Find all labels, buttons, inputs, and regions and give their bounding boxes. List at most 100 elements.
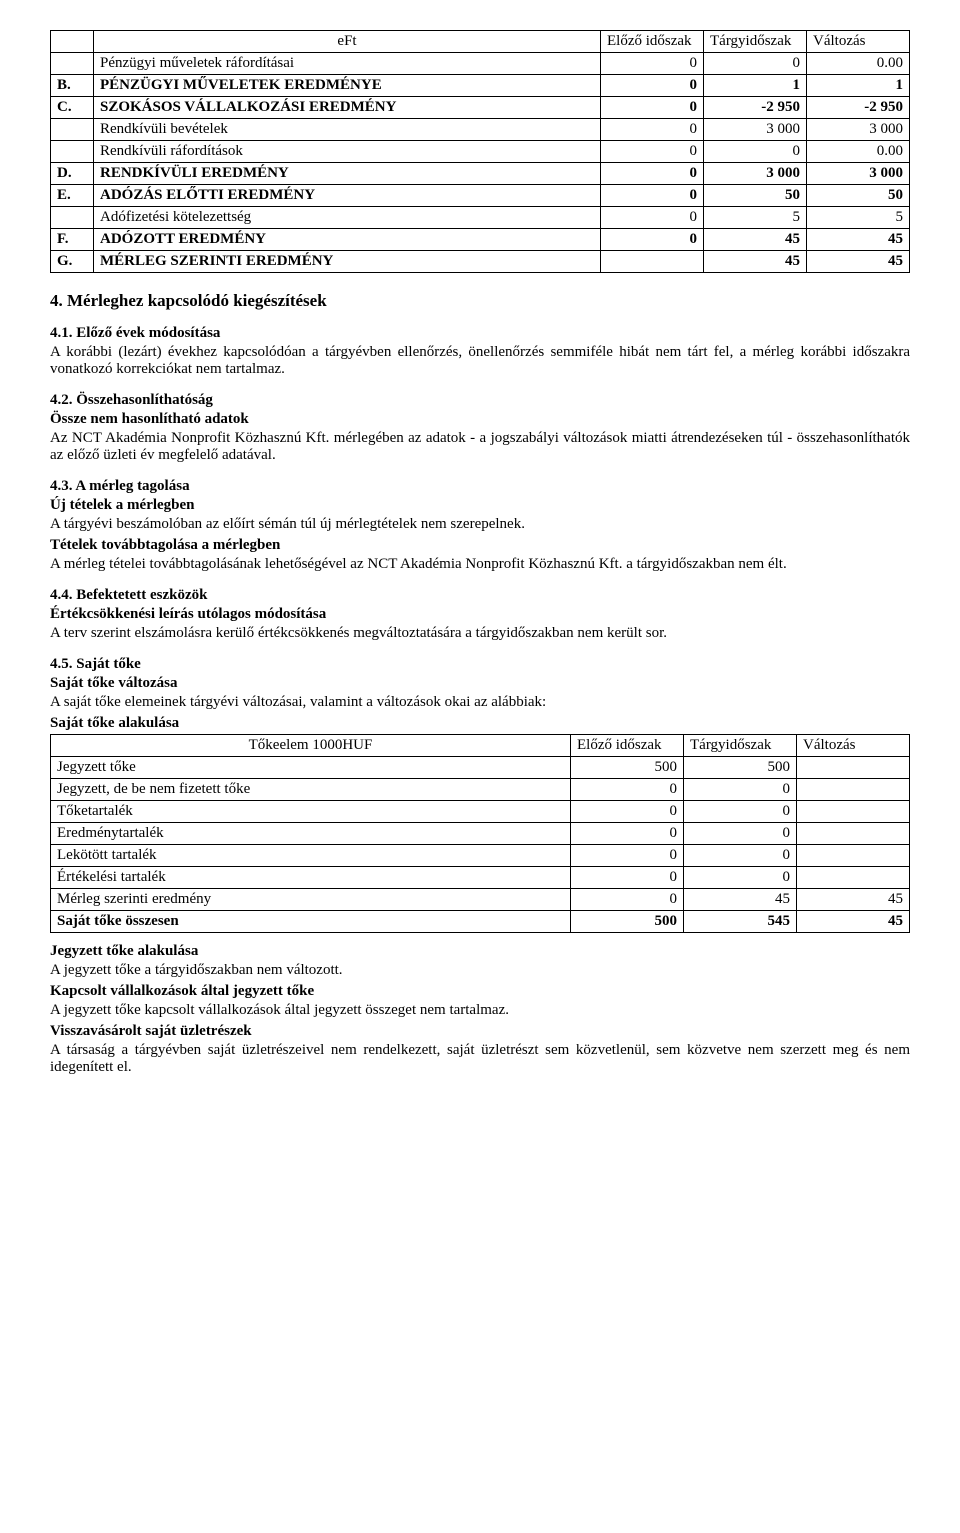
row-change [797, 757, 910, 779]
row-name: Rendkívüli ráfordítások [94, 141, 601, 163]
row-change [797, 845, 910, 867]
row-change: 1 [807, 75, 910, 97]
row-cur: 5 [704, 207, 807, 229]
row-change: 45 [807, 251, 910, 273]
table-row: Rendkívüli ráfordítások000.00 [51, 141, 910, 163]
sec43-sub2: Tételek továbbtagolása a mérlegben [50, 537, 910, 554]
row-prev: 0 [601, 53, 704, 75]
table-row: Tőketartalék00 [51, 801, 910, 823]
th-cur: Tárgyidőszak [684, 735, 797, 757]
row-name: Mérleg szerinti eredmény [51, 889, 571, 911]
table-row: Rendkívüli bevételek03 0003 000 [51, 119, 910, 141]
row-label [51, 119, 94, 141]
footer-t3: A társaság a tárgyévben saját üzletrésze… [50, 1042, 910, 1076]
th-blank [51, 31, 94, 53]
table-row: Jegyzett tőke500500 [51, 757, 910, 779]
table-header-row: eFt Előző időszak Tárgyidőszak Változás [51, 31, 910, 53]
row-prev: 0 [601, 75, 704, 97]
table-row: Mérleg szerinti eredmény04545 [51, 889, 910, 911]
sec45-text1: A saját tőke elemeinek tárgyévi változás… [50, 694, 910, 711]
row-cur: 45 [704, 251, 807, 273]
th-eft: eFt [94, 31, 601, 53]
row-cur: 0 [684, 823, 797, 845]
row-prev: 0 [601, 185, 704, 207]
row-change: 3 000 [807, 119, 910, 141]
row-label: C. [51, 97, 94, 119]
row-cur: 0 [684, 801, 797, 823]
footer-h1: Jegyzett tőke alakulása [50, 943, 910, 960]
row-name: Adófizetési kötelezettség [94, 207, 601, 229]
sec41-title: 4.1. Előző évek módosítása [50, 325, 910, 342]
footer-t1: A jegyzett tőke a tárgyidőszakban nem vá… [50, 962, 910, 979]
row-cur: 1 [704, 75, 807, 97]
row-label: G. [51, 251, 94, 273]
row-change [797, 867, 910, 889]
table-row: Jegyzett, de be nem fizetett tőke00 [51, 779, 910, 801]
th-cur: Tárgyidőszak [704, 31, 807, 53]
row-cur: 3 000 [704, 163, 807, 185]
row-change: 0.00 [807, 141, 910, 163]
table-row: G.MÉRLEG SZERINTI EREDMÉNY4545 [51, 251, 910, 273]
sec41-text: A korábbi (lezárt) évekhez kapcsolódóan … [50, 344, 910, 378]
row-cur: 0 [684, 845, 797, 867]
row-label [51, 207, 94, 229]
footer-t2: A jegyzett tőke kapcsolt vállalkozások á… [50, 1002, 910, 1019]
row-cur: 0 [684, 867, 797, 889]
row-prev: 0 [601, 119, 704, 141]
sec42-title: 4.2. Összehasonlíthatóság [50, 392, 910, 409]
table-row: Értékelési tartalék00 [51, 867, 910, 889]
row-prev: 0 [601, 163, 704, 185]
row-cur: 500 [684, 757, 797, 779]
row-name: Jegyzett, de be nem fizetett tőke [51, 779, 571, 801]
row-change: 45 [797, 889, 910, 911]
footer-h2: Kapcsolt vállalkozások által jegyzett tő… [50, 983, 910, 1000]
sec43-sub1: Új tételek a mérlegben [50, 497, 910, 514]
results-table: eFt Előző időszak Tárgyidőszak Változás … [50, 30, 910, 273]
table-header-row: Tőkeelem 1000HUF Előző időszak Tárgyidős… [51, 735, 910, 757]
row-name: Rendkívüli bevételek [94, 119, 601, 141]
row-name: Lekötött tartalék [51, 845, 571, 867]
row-name: Eredménytartalék [51, 823, 571, 845]
row-cur: 0 [684, 779, 797, 801]
row-cur: 3 000 [704, 119, 807, 141]
row-name: Saját tőke összesen [51, 911, 571, 933]
th-prev: Előző időszak [571, 735, 684, 757]
row-label: E. [51, 185, 94, 207]
sec45-sub1: Saját tőke változása [50, 675, 910, 692]
sec4-title: 4. Mérleghez kapcsolódó kiegészítések [50, 291, 910, 311]
row-name: ADÓZÁS ELŐTTI EREDMÉNY [94, 185, 601, 207]
row-name: PÉNZÜGYI MŰVELETEK EREDMÉNYE [94, 75, 601, 97]
row-prev: 0 [601, 97, 704, 119]
th-change: Változás [797, 735, 910, 757]
table-row: Lekötött tartalék00 [51, 845, 910, 867]
row-cur: 45 [684, 889, 797, 911]
th-prev: Előző időszak [601, 31, 704, 53]
row-cur: 545 [684, 911, 797, 933]
row-label [51, 53, 94, 75]
row-name: Értékelési tartalék [51, 867, 571, 889]
th-element: Tőkeelem 1000HUF [51, 735, 571, 757]
row-prev: 0 [571, 845, 684, 867]
row-change: -2 950 [807, 97, 910, 119]
row-cur: 45 [704, 229, 807, 251]
row-label [51, 141, 94, 163]
table-row: F.ADÓZOTT EREDMÉNY04545 [51, 229, 910, 251]
row-label: B. [51, 75, 94, 97]
row-cur: 0 [704, 141, 807, 163]
row-change: 45 [807, 229, 910, 251]
row-prev: 500 [571, 757, 684, 779]
row-prev: 0 [571, 889, 684, 911]
row-change [797, 779, 910, 801]
table-row: C.SZOKÁSOS VÁLLALKOZÁSI EREDMÉNY0-2 950-… [51, 97, 910, 119]
row-prev: 0 [601, 229, 704, 251]
row-change [797, 801, 910, 823]
sec45-sub2: Saját tőke alakulása [50, 715, 910, 732]
sec42-text: Az NCT Akadémia Nonprofit Közhasznú Kft.… [50, 430, 910, 464]
sec44-sub: Értékcsökkenési leírás utólagos módosítá… [50, 606, 910, 623]
row-change: 3 000 [807, 163, 910, 185]
equity-table: Tőkeelem 1000HUF Előző időszak Tárgyidős… [50, 734, 910, 933]
sec44-title: 4.4. Befektetett eszközök [50, 587, 910, 604]
row-name: ADÓZOTT EREDMÉNY [94, 229, 601, 251]
table-row: D.RENDKÍVÜLI EREDMÉNY03 0003 000 [51, 163, 910, 185]
row-prev: 0 [571, 779, 684, 801]
